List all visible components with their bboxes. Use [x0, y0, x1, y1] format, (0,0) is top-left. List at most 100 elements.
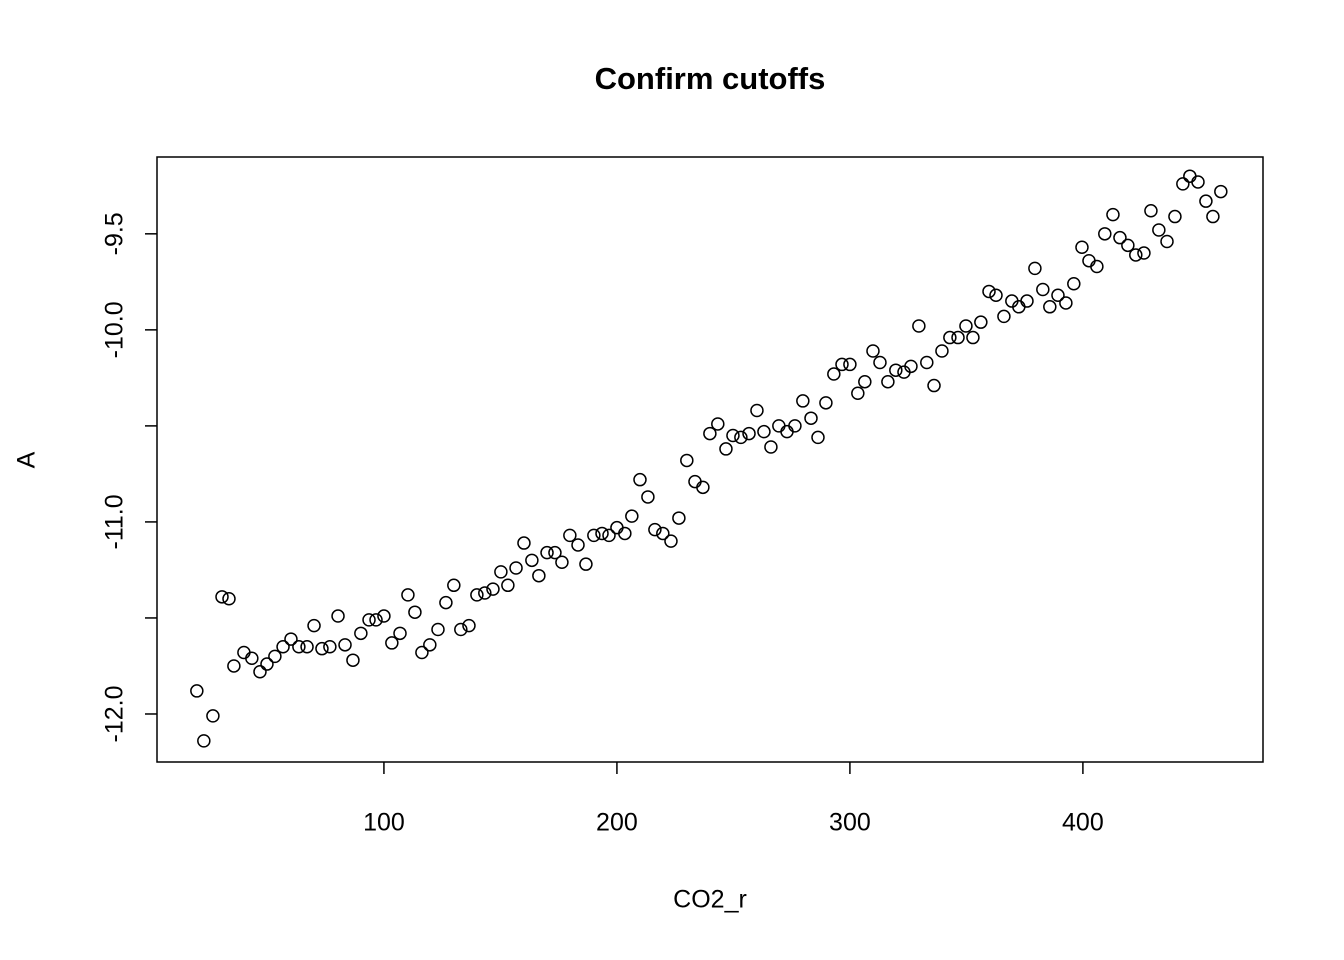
point: [904, 359, 918, 374]
point: [641, 490, 655, 504]
point: [920, 355, 934, 370]
point: [935, 344, 949, 358]
point: [408, 605, 422, 619]
point: [696, 480, 710, 495]
point: [595, 526, 609, 541]
point: [997, 309, 1011, 324]
plot-frame: [156, 156, 1264, 763]
point: [610, 520, 624, 535]
point: [1043, 300, 1057, 314]
point: [1082, 253, 1096, 268]
point: [1191, 175, 1205, 189]
point: [300, 640, 314, 654]
point: [268, 649, 282, 664]
x-tick-label: 300: [829, 809, 871, 837]
point: [215, 590, 229, 604]
point: [439, 595, 453, 610]
x-axis-label: CO2_r: [673, 886, 747, 914]
point: [346, 653, 360, 667]
point: [1075, 240, 1089, 255]
point: [284, 632, 298, 646]
point: [1214, 184, 1228, 199]
point: [1113, 230, 1127, 245]
y-axis-label: A: [13, 451, 41, 468]
point: [1121, 238, 1135, 253]
point: [633, 472, 647, 487]
point: [540, 545, 554, 560]
point: [726, 428, 740, 443]
point: [750, 403, 764, 418]
point: [1144, 204, 1158, 218]
point: [431, 622, 445, 637]
point: [377, 609, 391, 623]
point: [447, 578, 461, 593]
point: [478, 586, 492, 600]
point: [292, 640, 306, 654]
point: [323, 640, 337, 654]
point: [1090, 259, 1104, 274]
point: [307, 618, 321, 633]
point: [827, 367, 841, 381]
point: [227, 659, 241, 673]
point: [719, 442, 733, 456]
y-tick-label: -10.0: [101, 301, 129, 358]
point: [555, 555, 569, 570]
point: [1183, 169, 1197, 183]
point: [1051, 288, 1065, 303]
point: [625, 509, 639, 523]
point: [1020, 294, 1034, 308]
point: [982, 284, 996, 299]
point: [788, 419, 802, 433]
x-tick-label: 200: [596, 809, 638, 837]
point: [618, 526, 632, 541]
point: [1160, 234, 1174, 249]
point: [648, 522, 662, 537]
point: [245, 651, 259, 666]
point: [780, 424, 794, 439]
x-tick-label: 100: [363, 809, 405, 837]
point: [703, 426, 717, 441]
point: [881, 374, 895, 389]
point: [927, 378, 941, 393]
point: [486, 582, 500, 596]
point: [835, 357, 849, 372]
point: [315, 641, 329, 656]
point: [393, 626, 407, 641]
y-tick-label: -9.5: [101, 212, 129, 255]
point: [989, 288, 1003, 303]
point: [742, 426, 756, 441]
point: [206, 709, 220, 723]
point: [1199, 194, 1213, 208]
point: [401, 588, 415, 602]
point: [260, 657, 274, 671]
point: [951, 330, 965, 345]
point: [819, 396, 833, 410]
point: [843, 357, 857, 372]
point: [602, 528, 616, 543]
y-tick-label: -12.0: [101, 685, 129, 742]
point: [680, 453, 694, 468]
point: [354, 626, 368, 641]
point: [1176, 177, 1190, 191]
point: [525, 553, 539, 568]
point: [563, 528, 577, 543]
point: [454, 622, 468, 637]
point: [509, 561, 523, 575]
point: [276, 640, 290, 654]
point: [943, 330, 957, 345]
point: [912, 319, 926, 333]
chart-title: Confirm cutoffs: [595, 61, 826, 96]
point: [338, 638, 352, 652]
point: [1137, 246, 1151, 260]
point: [711, 417, 725, 431]
point: [385, 636, 399, 650]
point: [858, 374, 872, 389]
point: [1206, 209, 1220, 224]
point: [1152, 223, 1166, 237]
point: [1028, 261, 1042, 276]
point: [532, 568, 546, 583]
point: [764, 440, 778, 454]
point: [796, 394, 810, 408]
point: [804, 411, 818, 425]
